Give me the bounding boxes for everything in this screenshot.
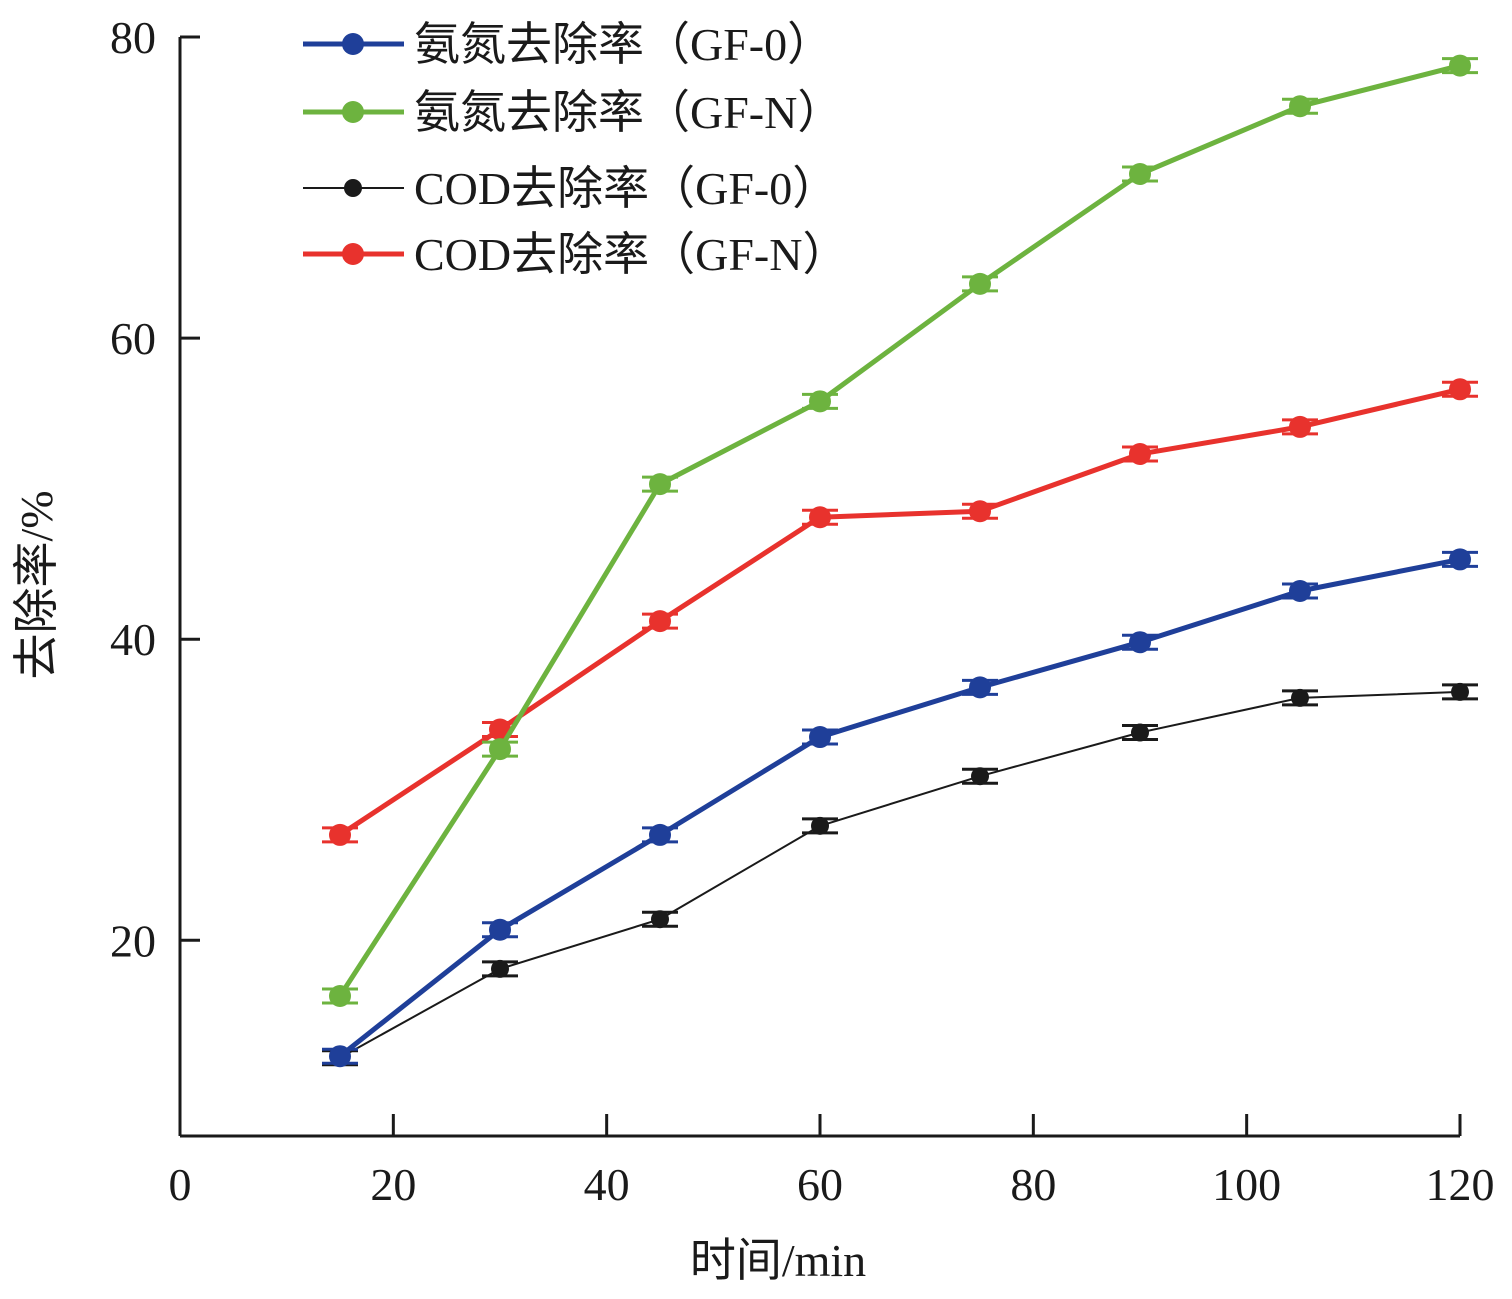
series-group [322, 378, 1478, 846]
data-point [809, 506, 831, 529]
y-tick-label: 60 [110, 313, 156, 364]
data-point [971, 767, 989, 786]
data-point [969, 500, 991, 523]
data-point [1451, 682, 1469, 701]
x-tick-label: 60 [797, 1159, 843, 1210]
x-axis-title: 时间/min [690, 1235, 866, 1286]
data-point [489, 718, 511, 741]
series-line [337, 63, 1461, 998]
data-point [1449, 378, 1471, 401]
series-group [322, 682, 1478, 1067]
data-point [809, 726, 831, 749]
legend-swatch-marker [342, 101, 364, 123]
y-tick-label: 80 [110, 12, 156, 63]
data-point [1129, 631, 1151, 654]
data-point [1129, 443, 1151, 466]
data-point [1131, 723, 1149, 742]
legend-swatch-marker [344, 179, 362, 197]
y-tick-label: 20 [110, 915, 156, 966]
data-point [489, 918, 511, 941]
data-point [489, 738, 511, 761]
data-point [329, 1045, 351, 1068]
data-point [969, 272, 991, 295]
legend-label: COD去除率（GF-0） [414, 163, 838, 214]
x-tick-label: 100 [1212, 1159, 1281, 1210]
legend-label: COD去除率（GF-N） [414, 229, 848, 280]
legend-item: COD去除率（GF-0） [303, 163, 838, 214]
x-tick-label: 80 [1010, 1159, 1056, 1210]
legend-swatch-marker [342, 33, 364, 55]
x-tick-label: 20 [370, 1159, 416, 1210]
data-point [1289, 580, 1311, 603]
data-point [1129, 162, 1151, 185]
data-point [811, 816, 829, 835]
data-point [1289, 415, 1311, 438]
data-point [329, 823, 351, 846]
data-point [649, 473, 671, 496]
x-tick-label: 40 [584, 1159, 630, 1210]
legend-label: 氨氮去除率（GF-N） [414, 87, 843, 138]
data-point [329, 984, 351, 1007]
legend-swatch-marker [342, 243, 364, 265]
y-tick-label: 40 [110, 614, 156, 665]
data-point [1449, 54, 1471, 77]
data-point [809, 390, 831, 413]
y-axis-title: 去除率/% [11, 490, 62, 679]
data-point [651, 910, 669, 929]
series-group [322, 548, 1478, 1068]
data-point [649, 823, 671, 846]
legend-item: 氨氮去除率（GF-0） [303, 19, 833, 70]
legend: 氨氮去除率（GF-0） 氨氮去除率（GF-N） COD去除率（GF-0） COD去除率… [303, 19, 848, 280]
legend-label: 氨氮去除率（GF-0） [414, 19, 833, 70]
data-point [1289, 95, 1311, 118]
x-tick-label: 120 [1426, 1159, 1495, 1210]
data-point [1449, 548, 1471, 571]
legend-item: COD去除率（GF-N） [303, 229, 848, 280]
data-point [1291, 688, 1309, 707]
series-line [338, 386, 1461, 837]
series-line [339, 690, 1461, 1059]
series-line [338, 556, 1461, 1059]
axes: 20 40 60 80 0 20 40 60 80 100 120 [110, 12, 1495, 1210]
series-group [322, 54, 1478, 1007]
legend-item: 氨氮去除率（GF-N） [303, 87, 843, 138]
series-layer [322, 54, 1478, 1068]
data-point [969, 676, 991, 699]
data-point [649, 610, 671, 633]
data-point [491, 959, 509, 978]
x-tick-label: 0 [169, 1159, 192, 1210]
